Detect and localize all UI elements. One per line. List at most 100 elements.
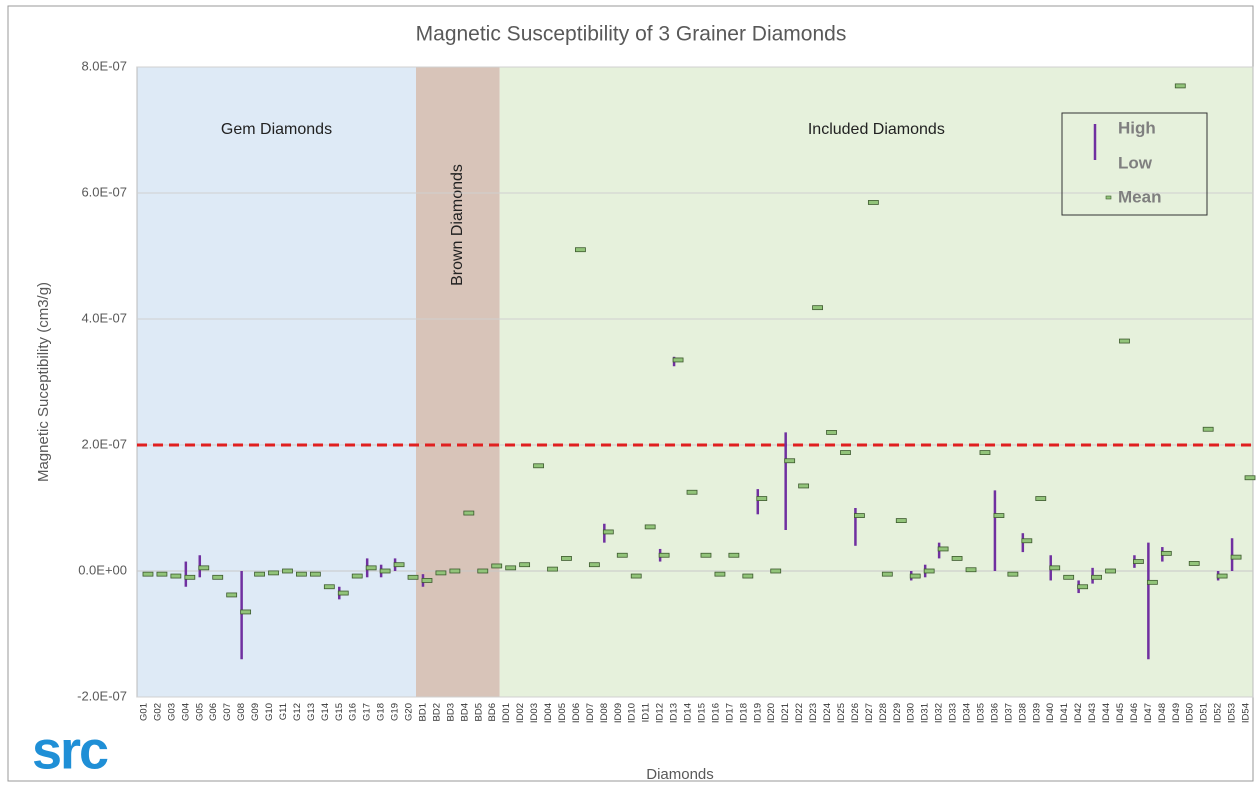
legend-box: [1061, 112, 1208, 216]
x-tick-label: ID35: [975, 703, 986, 723]
mean-mark: [519, 562, 531, 568]
x-tick-label: ID37: [1003, 703, 1014, 723]
mean-mark: [742, 573, 754, 579]
mean-mark: [1077, 584, 1089, 590]
x-tick-label: ID34: [962, 703, 973, 723]
mean-mark: [561, 556, 572, 561]
y-tick-label: 0.0E+00: [78, 562, 127, 577]
x-tick-label: G02: [152, 703, 163, 721]
mean-mark: [965, 567, 977, 573]
mean-mark: [435, 570, 447, 576]
x-tick-label: G15: [334, 703, 345, 721]
mean-mark: [588, 562, 600, 568]
x-tick-label: ID53: [1227, 703, 1238, 723]
mean-mark: [282, 568, 293, 574]
mean-mark: [1160, 550, 1172, 556]
mean-mark: [1091, 574, 1102, 580]
mean-mark: [268, 570, 279, 576]
x-tick-label: ID09: [613, 703, 624, 723]
mean-mark: [909, 573, 921, 579]
y-tick-label: 4.0E-07: [81, 310, 127, 325]
mean-mark: [993, 513, 1005, 518]
mean-mark: [951, 556, 963, 561]
mean-mark: [1035, 496, 1047, 501]
x-tick-label: ID25: [836, 703, 847, 723]
x-tick-label: ID03: [529, 703, 540, 723]
mean-mark: [337, 590, 349, 596]
mean-mark: [630, 573, 642, 579]
x-tick-label: ID46: [1129, 703, 1140, 723]
region-label: Brown Diamonds: [449, 164, 466, 286]
mean-mark: [1021, 538, 1033, 544]
mean-mark: [254, 571, 265, 577]
mean-mark: [547, 566, 558, 572]
x-tick-label: G19: [390, 703, 401, 721]
mean-mark: [714, 571, 726, 577]
x-tick-label: ID41: [1059, 703, 1070, 723]
x-tick-label: G09: [250, 703, 261, 721]
x-tick-label: ID23: [808, 703, 819, 723]
mean-mark: [407, 574, 419, 580]
mean-mark: [770, 568, 782, 574]
mean-mark: [923, 568, 935, 574]
mean-mark: [421, 578, 433, 583]
mean-mark: [700, 552, 712, 558]
x-tick-label: ID39: [1031, 703, 1042, 723]
x-tick-label: ID04: [543, 703, 554, 723]
mean-mark: [644, 524, 656, 530]
y-tick-label: 2.0E-07: [81, 436, 127, 451]
x-tick-label: ID07: [585, 703, 596, 723]
x-tick-label: ID15: [696, 703, 707, 723]
mean-mark: [798, 483, 810, 489]
x-tick-label: G05: [194, 703, 205, 721]
x-tick-label: BD4: [459, 703, 470, 721]
legend-label: Low: [1118, 153, 1153, 172]
x-tick-label: ID50: [1185, 703, 1196, 723]
x-tick-label: ID51: [1199, 703, 1210, 723]
logo: src: [32, 720, 108, 780]
mean-mark: [142, 571, 154, 577]
mean-mark: [393, 562, 405, 568]
x-tick-label: G03: [166, 703, 177, 721]
mean-mark: [979, 450, 991, 455]
y-tick-label: -2.0E-07: [77, 688, 127, 703]
x-tick-label: ID14: [683, 703, 694, 723]
mean-mark: [812, 305, 823, 311]
x-tick-label: BD5: [473, 703, 484, 721]
mean-mark: [881, 571, 893, 577]
x-tick-label: G01: [138, 703, 149, 721]
mean-mark: [1216, 573, 1228, 579]
x-tick-label: ID02: [515, 703, 526, 723]
x-tick-label: ID21: [780, 703, 791, 723]
mean-mark: [1146, 579, 1158, 585]
x-tick-label: ID26: [850, 703, 861, 723]
mean-mark: [477, 568, 489, 574]
y-axis-label: Magnetic Suceptibility (cm3/g): [35, 282, 52, 482]
mean-mark: [309, 571, 321, 577]
mean-mark: [505, 565, 517, 571]
x-tick-label: G10: [264, 703, 275, 721]
x-tick-label: ID29: [892, 703, 903, 723]
mean-mark: [840, 450, 851, 455]
x-tick-label: G11: [278, 703, 289, 720]
x-tick-label: ID11: [641, 703, 652, 722]
chart-title: Magnetic Susceptibility of 3 Grainer Dia…: [416, 23, 847, 46]
mean-mark: [1119, 338, 1130, 344]
x-tick-label: ID01: [501, 703, 512, 723]
y-tick-label: 6.0E-07: [81, 184, 127, 199]
x-tick-label: G12: [292, 703, 303, 721]
x-tick-label: G18: [376, 703, 387, 721]
x-tick-label: ID12: [655, 703, 666, 723]
x-tick-label: ID13: [669, 703, 680, 723]
mean-mark: [449, 568, 461, 574]
x-tick-label: G08: [236, 703, 247, 721]
x-tick-label: G20: [404, 703, 415, 721]
x-tick-label: G17: [362, 703, 373, 721]
mean-mark: [212, 574, 224, 580]
x-tick-label: ID52: [1213, 703, 1224, 723]
mean-mark: [491, 563, 503, 569]
x-tick-label: ID20: [766, 703, 777, 723]
x-tick-label: ID33: [948, 703, 959, 723]
x-tick-label: ID48: [1157, 703, 1168, 723]
